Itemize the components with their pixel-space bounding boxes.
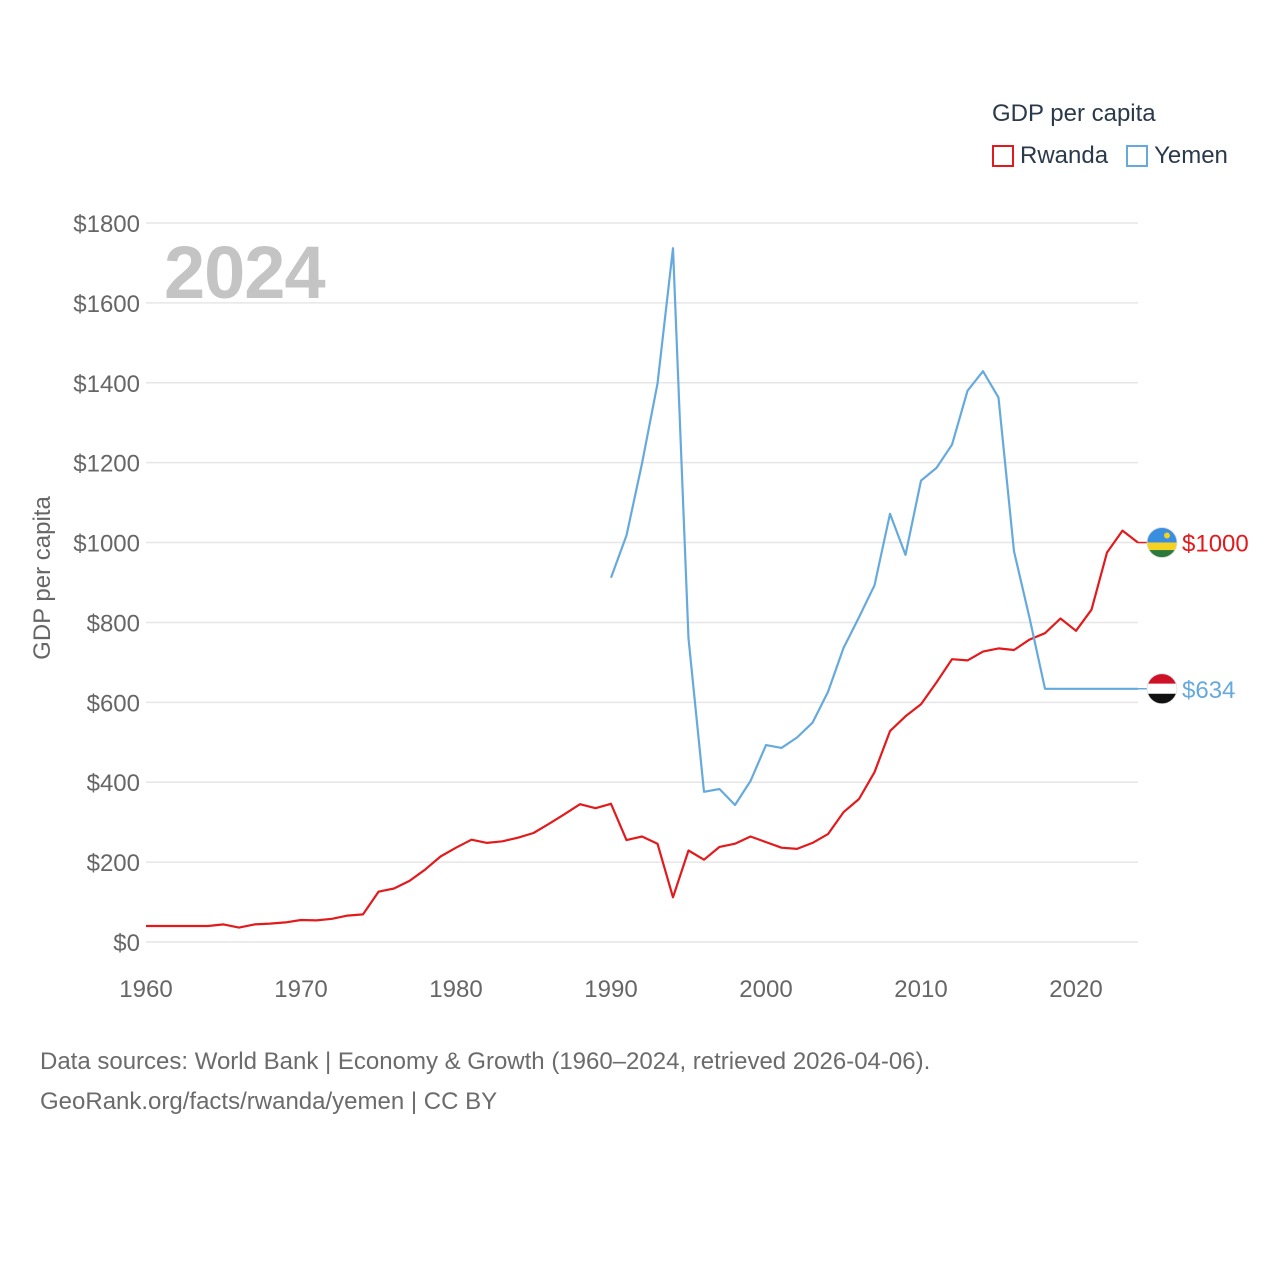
y-tick-label: $1800 — [73, 211, 140, 238]
x-tick-label: 2010 — [894, 976, 947, 1003]
x-tick-label: 2000 — [739, 976, 792, 1003]
end-value-label-yemen: $634 — [1182, 677, 1235, 704]
x-tick-label: 1980 — [429, 976, 482, 1003]
gridlines — [146, 222, 1138, 943]
y-axis-label: GDP per capita — [29, 496, 56, 660]
end-value-label-rwanda: $1000 — [1182, 531, 1249, 558]
x-tick-label: 1990 — [584, 976, 637, 1003]
y-tick-label: $600 — [87, 690, 140, 717]
series-lines — [146, 247, 1139, 929]
x-axis-ticks: 1960 1970 1980 1990 2000 2010 2020 — [119, 976, 1102, 1003]
y-tick-label: $1600 — [73, 291, 140, 318]
legend-swatch-yemen — [1126, 145, 1149, 167]
source-note: Data sources: World Bank | Economy & Gro… — [40, 1042, 930, 1122]
y-tick-label: $1200 — [73, 451, 140, 478]
y-tick-label: $800 — [87, 610, 140, 637]
legend-item-rwanda[interactable]: Rwanda — [992, 142, 1108, 170]
flag-icon-rwanda — [1146, 527, 1178, 558]
legend-title: GDP per capita — [992, 100, 1156, 127]
source-line-2[interactable]: GeoRank.org/facts/rwanda/yemen | CC BY — [40, 1088, 498, 1115]
y-tick-label: $400 — [87, 770, 140, 797]
x-tick-label: 1970 — [274, 976, 327, 1003]
legend-swatch-rwanda — [992, 145, 1014, 167]
y-tick-label: $1400 — [73, 371, 140, 398]
x-tick-label: 2020 — [1049, 976, 1102, 1003]
gdp-line-chart: $0 $200 $400 $600 $800 $1000 $1200 $1400 $1600 $1… — [29, 211, 1249, 1003]
year-label: 2024 — [164, 231, 326, 314]
legend-label-rwanda: Rwanda — [1020, 142, 1109, 169]
legend: Rwanda Yemen — [992, 142, 1228, 170]
y-axis-ticks: $0 $200 $400 $600 $800 $1000 $1200 $1400 $1600 $1… — [73, 211, 140, 957]
y-tick-label: $200 — [87, 850, 140, 877]
legend-item-yemen[interactable]: Yemen — [1126, 142, 1228, 170]
y-tick-label: $1000 — [73, 531, 140, 558]
legend-label-yemen: Yemen — [1154, 142, 1228, 169]
flag-icon-yemen — [1146, 673, 1178, 705]
series-line-rwanda[interactable] — [146, 529, 1139, 929]
source-line-1: Data sources: World Bank | Economy & Gro… — [40, 1048, 931, 1075]
y-tick-label: $0 — [113, 930, 140, 957]
end-markers: $1000 $634 — [1138, 527, 1249, 705]
series-line-yemen[interactable] — [609, 247, 1138, 807]
x-tick-label: 1960 — [119, 976, 172, 1003]
